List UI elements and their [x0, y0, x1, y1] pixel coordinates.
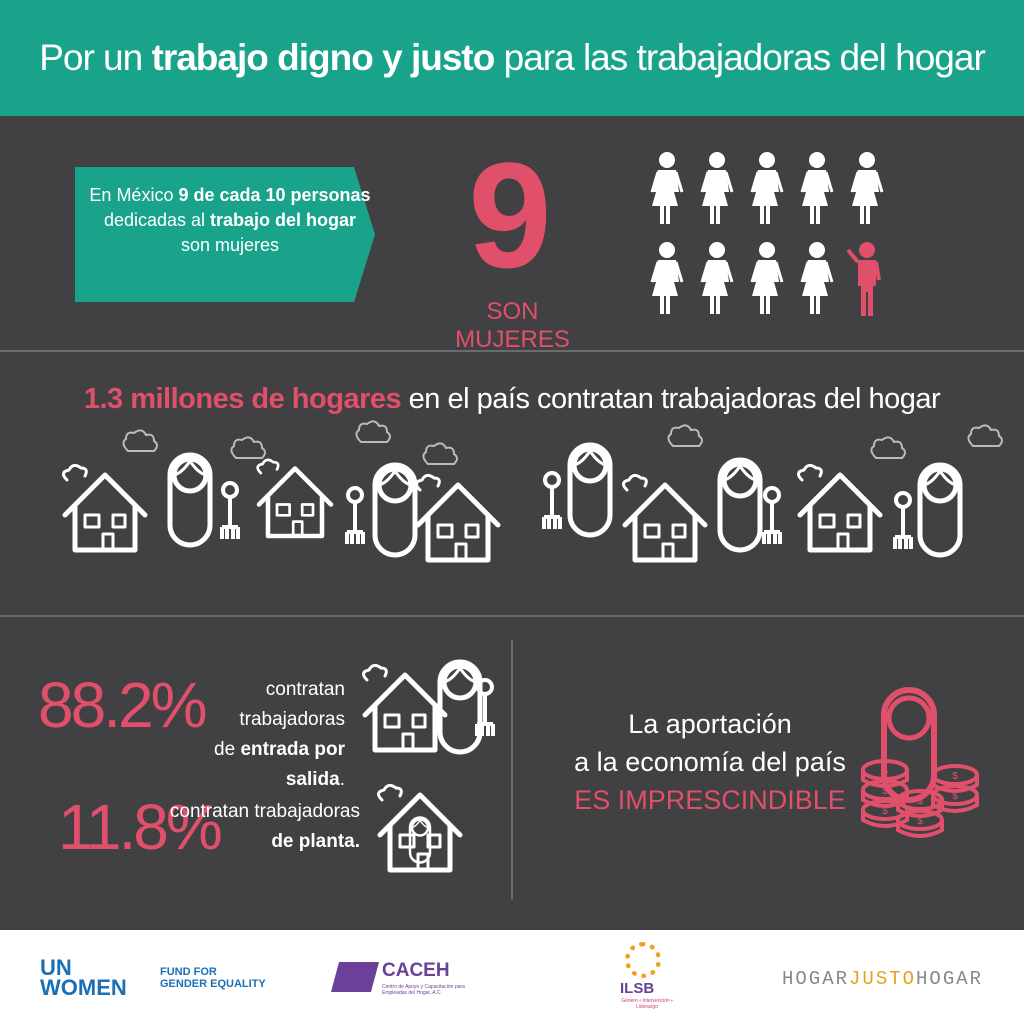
- illustrations: $: [0, 150, 1003, 900]
- homes-text: 1.3 millones de hogares en el país contr…: [0, 383, 1024, 416]
- text: contratan trabajadoras: [169, 801, 360, 822]
- icon: [846, 240, 881, 318]
- contribution: La aportación a la economía del país ES IM…: [540, 705, 880, 819]
- percent: 11.8%: [58, 791, 223, 863]
- type-text: contratan trabajadoras de planta.: [165, 797, 360, 857]
- separator: [0, 350, 1024, 352]
- icon: [799, 150, 834, 226]
- text: de: [214, 739, 241, 760]
- title-part: Por un: [39, 37, 152, 78]
- text: a la economía del país: [574, 747, 846, 777]
- icon: [220, 481, 240, 541]
- icon: [649, 150, 684, 226]
- text: dedicadas al: [103, 210, 211, 230]
- caceh-mark: [330, 962, 380, 992]
- unwomen-fund: FUND FOR GENDER EQUALITY: [160, 966, 266, 990]
- logo-text: HOGAR: [916, 968, 984, 990]
- icon: [699, 150, 734, 226]
- icon: [416, 475, 498, 560]
- text: En México: [89, 185, 179, 205]
- icon: [422, 442, 458, 465]
- icon: [893, 491, 913, 551]
- icon: [345, 486, 365, 546]
- text-bold: trabajo del hogar: [210, 210, 357, 230]
- callout: [75, 167, 375, 302]
- text-bold: de planta.: [271, 831, 360, 852]
- header: Por un trabajo digno y justo para las tr…: [0, 0, 1024, 116]
- icon: [570, 445, 610, 535]
- logo-sub: Género • Intervención • Liderazgo: [621, 998, 673, 1010]
- text: contratan trabajadoras: [239, 679, 345, 730]
- logo-text: HOGAR: [782, 968, 850, 990]
- footer: UN WOMEN FUND FOR GENDER EQUALITY CACEH Ce…: [0, 930, 1024, 1024]
- icon: [230, 436, 266, 459]
- percent: 88.2%: [38, 669, 207, 741]
- icon: [798, 465, 880, 550]
- icon: [63, 465, 145, 550]
- logo-text: GENDER EQUALITY: [160, 978, 266, 990]
- icon: [799, 240, 834, 316]
- ilsb-mark: [625, 942, 661, 978]
- icon: [170, 455, 210, 545]
- logo-text: WOMEN: [40, 975, 127, 1000]
- logo-text: ILSB: [620, 980, 655, 997]
- icon: [967, 424, 1003, 447]
- icon: [375, 465, 415, 555]
- icon: [849, 150, 884, 226]
- text-bold: entrada por salida: [240, 739, 345, 790]
- title-bold: trabajo digno y justo: [151, 37, 496, 78]
- icon: [649, 240, 684, 316]
- logo-sub: Centro de Apoyo y Capacitación para Empl…: [382, 984, 465, 996]
- text: en el país contratan trabajadoras del ho…: [401, 383, 941, 415]
- icon: [720, 460, 760, 550]
- logo-text: JUSTO: [849, 968, 917, 990]
- caption: SON MUJERES: [455, 298, 570, 353]
- unwomen-logo: UN WOMEN: [40, 955, 127, 1000]
- logo-text: UN: [40, 955, 72, 980]
- text-bold: 9 de cada 10 personas: [178, 185, 371, 205]
- icon: [623, 475, 705, 560]
- callout-text: En México 9 de cada 10 personas dedicada…: [80, 183, 380, 258]
- big-number: 9: [468, 131, 552, 299]
- icon: [122, 429, 158, 452]
- icon: [749, 150, 784, 226]
- text: son mujeres: [180, 235, 280, 255]
- icon: [542, 471, 562, 531]
- icon: [920, 465, 960, 555]
- highlight: 1.3 millones de hogares: [83, 383, 402, 415]
- icon: [870, 436, 906, 459]
- icon: [258, 460, 331, 536]
- icon: [355, 420, 391, 443]
- logo-text: CACEH: [382, 960, 450, 981]
- icon: [667, 424, 703, 447]
- type-text: contratan trabajadoras de entrada por sal…: [155, 675, 345, 795]
- icon: [749, 240, 784, 316]
- icon: [699, 240, 734, 316]
- title-part: para las trabajadoras del hogar: [494, 37, 986, 78]
- text: La aportación: [628, 709, 792, 739]
- text: .: [339, 769, 345, 790]
- separator: [0, 615, 1024, 617]
- hjh-logo: HOGARJUSTOHOGAR: [782, 968, 983, 990]
- icon: [762, 486, 782, 546]
- logo-text: FUND FOR: [160, 966, 217, 978]
- highlight: ES IMPRESCINDIBLE: [574, 785, 846, 815]
